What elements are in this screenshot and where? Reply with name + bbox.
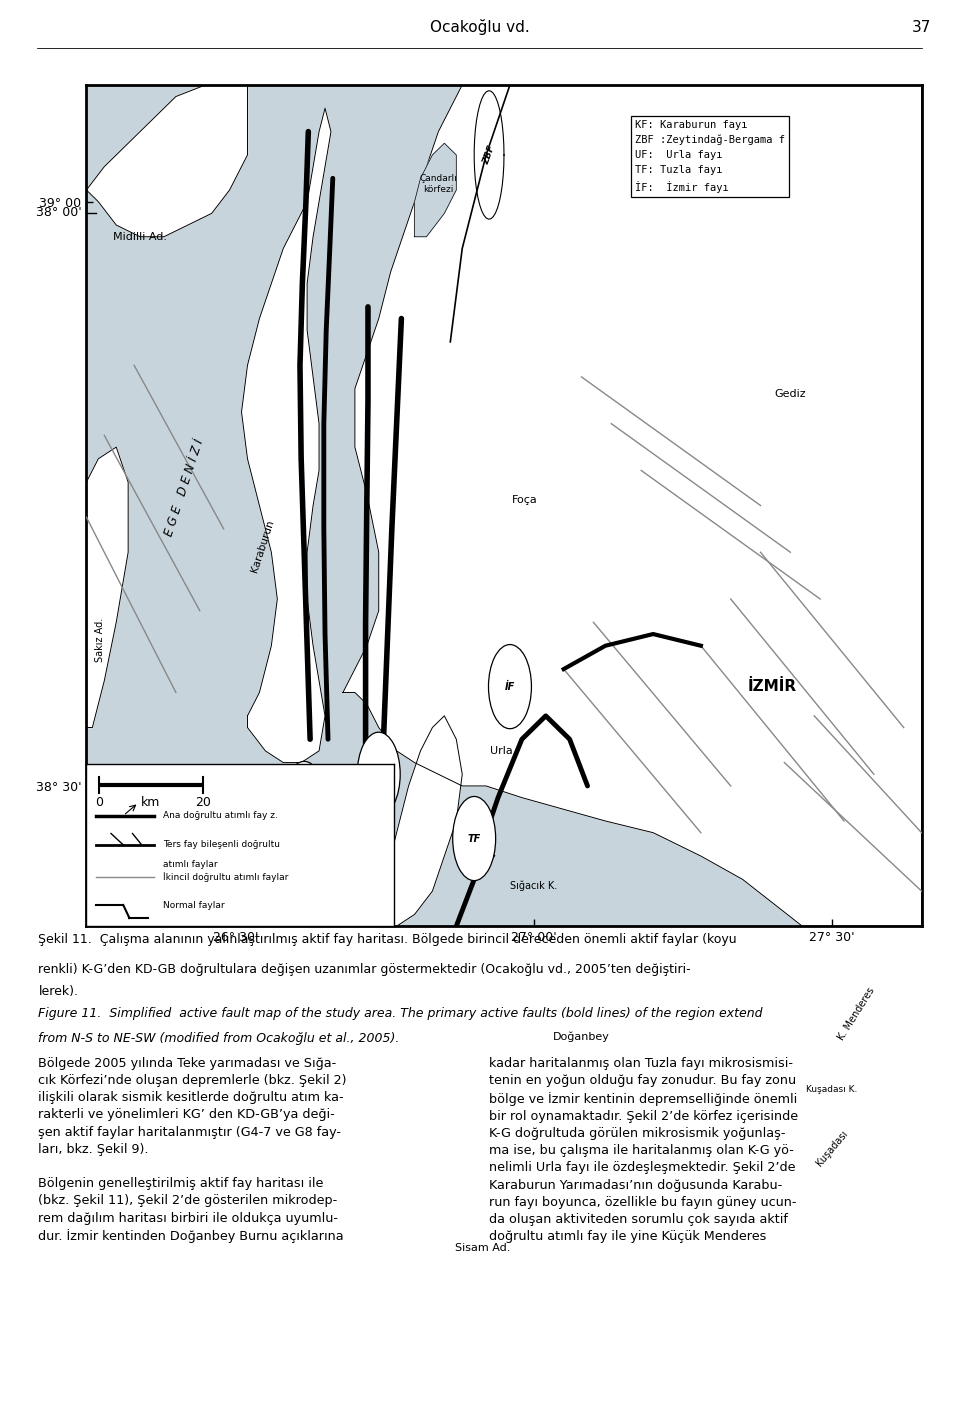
- Text: Sisam Ad.: Sisam Ad.: [455, 1243, 511, 1253]
- Polygon shape: [415, 143, 456, 236]
- Text: renkli) K-G’den KD-GB doğrultulara değişen uzanımlar göstermektedir (Ocakoğlu vd: renkli) K-G’den KD-GB doğrultulara değiş…: [38, 963, 691, 976]
- Text: İZMİR: İZMİR: [748, 679, 797, 694]
- Text: Ana doğrultu atımlı fay z.: Ana doğrultu atımlı fay z.: [163, 812, 278, 820]
- Text: Figure 11.  Simplified  active fault map of the study area. The primary active f: Figure 11. Simplified active fault map o…: [38, 1007, 763, 1021]
- Text: Ocakoğlu vd.: Ocakoğlu vd.: [430, 20, 530, 35]
- Text: 20: 20: [195, 796, 211, 809]
- Text: Kuşadası K.: Kuşadası K.: [806, 1086, 858, 1094]
- Text: 0: 0: [95, 796, 103, 809]
- Polygon shape: [86, 447, 129, 728]
- Text: Karaburun: Karaburun: [250, 519, 276, 574]
- Text: Sakız Ad.: Sakız Ad.: [94, 618, 105, 662]
- Circle shape: [489, 645, 532, 728]
- Text: kadar haritalanmış olan Tuzla fayı mikrosismisi-
tenin en yoğun olduğu fay zonud: kadar haritalanmış olan Tuzla fayı mikro…: [489, 1056, 798, 1243]
- Text: Bölgede 2005 yılında Teke yarımadası ve Sığa-
cık Körfezi’nde oluşan depremlerle: Bölgede 2005 yılında Teke yarımadası ve …: [37, 1056, 347, 1243]
- Text: Doğanbey: Doğanbey: [553, 1032, 610, 1042]
- Text: Teke: Teke: [177, 885, 193, 909]
- Text: km: km: [141, 796, 160, 809]
- Text: İkincil doğrultu atımlı faylar: İkincil doğrultu atımlı faylar: [163, 872, 289, 882]
- Text: Gediz: Gediz: [775, 389, 806, 400]
- Polygon shape: [474, 90, 504, 219]
- Text: lerek).: lerek).: [38, 986, 79, 998]
- Text: Sığacık K.: Sığacık K.: [510, 880, 558, 891]
- Text: Foça: Foça: [512, 495, 538, 505]
- Text: Ters fay bileşenli doğrultu: Ters fay bileşenli doğrultu: [163, 840, 280, 850]
- Polygon shape: [86, 85, 248, 236]
- Text: 37: 37: [912, 20, 931, 35]
- Text: KF: KF: [297, 799, 311, 809]
- Text: 38° 00': 38° 00': [36, 206, 83, 219]
- Text: TF: TF: [468, 833, 481, 844]
- Circle shape: [282, 761, 325, 846]
- Text: KF: Karaburun fayı
ZBF :Zeytindağ-Bergama f
UF:  Urla fayı
TF: Tuzla fayı
İF:  İ: KF: Karaburun fayı ZBF :Zeytindağ-Bergam…: [636, 120, 785, 192]
- Text: K. Menderes: K. Menderes: [836, 986, 876, 1042]
- Text: Urla: Urla: [490, 747, 513, 756]
- Text: Kuşadası: Kuşadası: [814, 1128, 850, 1168]
- Polygon shape: [242, 109, 331, 762]
- Circle shape: [357, 732, 400, 816]
- Text: ZBF: ZBF: [482, 144, 496, 165]
- Circle shape: [453, 796, 495, 881]
- Text: Çandarlı
körfezi: Çandarlı körfezi: [420, 174, 457, 194]
- Text: Şekil 11.  Çalışma alanının yalınlaştırılmış aktif fay haritası. Bölgede birinci: Şekil 11. Çalışma alanının yalınlaştırıl…: [38, 933, 737, 946]
- Polygon shape: [379, 715, 463, 926]
- Text: atımlı faylar: atımlı faylar: [163, 860, 218, 868]
- Text: Midilli Ad.: Midilli Ad.: [113, 232, 167, 242]
- Text: E G E   D E N İ Z İ: E G E D E N İ Z İ: [163, 438, 206, 539]
- Text: UF: UF: [372, 769, 386, 779]
- Polygon shape: [343, 85, 922, 926]
- Text: from N-S to NE-SW (modified from Ocakoğlu et al., 2005).: from N-S to NE-SW (modified from Ocakoğl…: [38, 1032, 399, 1045]
- Text: İF: İF: [505, 682, 516, 691]
- Text: Normal faylar: Normal faylar: [163, 901, 225, 909]
- Text: Alaçatı: Alaçatı: [129, 827, 164, 837]
